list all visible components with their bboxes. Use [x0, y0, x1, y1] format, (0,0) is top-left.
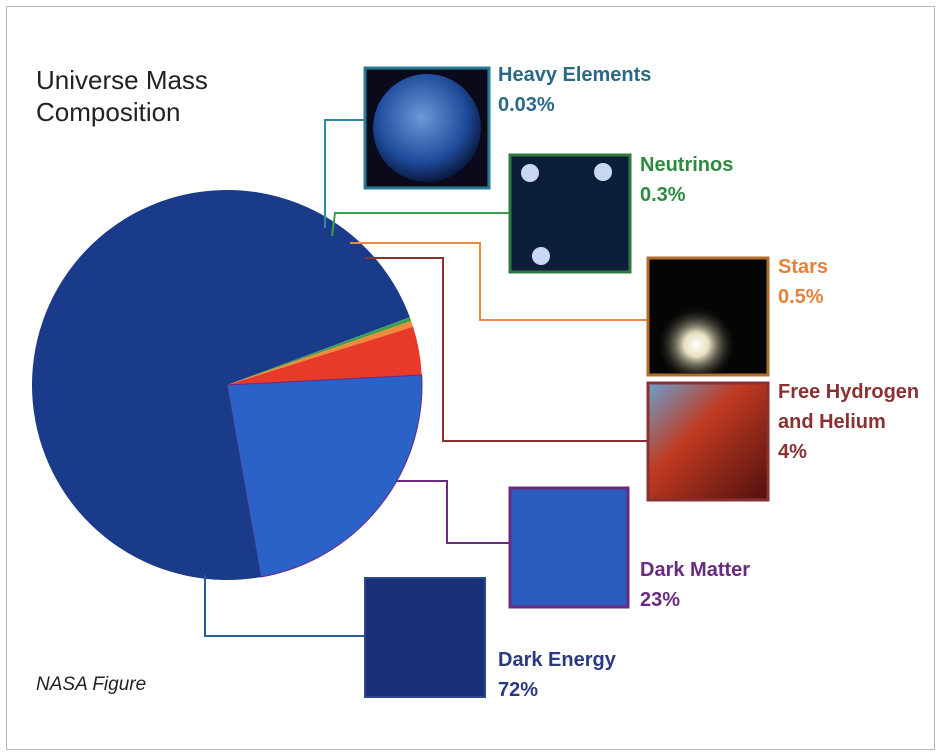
pie-slice	[31, 190, 410, 581]
footer: NASA Figure	[36, 674, 147, 695]
pie	[31, 190, 423, 581]
category-label: Dark Energy	[498, 649, 616, 671]
dark-energy-box	[364, 577, 486, 698]
value-label: 23%	[640, 589, 681, 611]
value-label: 0.03%	[498, 94, 555, 116]
neutrino	[532, 247, 550, 265]
connector	[350, 242, 648, 321]
pie-slice	[227, 326, 422, 385]
connector	[397, 480, 510, 544]
connector	[204, 575, 365, 637]
category-label: Stars	[778, 256, 829, 278]
nebula-box	[646, 381, 770, 502]
connector	[365, 257, 648, 442]
pie-slice	[227, 317, 412, 385]
category-label: Neutrinos	[640, 154, 734, 176]
neutrino	[521, 164, 539, 182]
earth	[373, 74, 481, 182]
connector	[331, 212, 510, 237]
frame	[6, 6, 935, 750]
pie-slice	[227, 320, 414, 385]
pie-slice	[227, 317, 410, 385]
label: Dark Energy 72%	[498, 645, 648, 705]
galaxy	[650, 260, 766, 373]
value-label: 4%	[778, 441, 807, 463]
label: Neutrinos 0.3%	[640, 150, 790, 210]
value-label: 0.5%	[778, 286, 824, 308]
chart-title: Universe Mass Composition	[36, 65, 208, 127]
connector	[324, 119, 365, 228]
label: Dark Matter 23%	[640, 555, 790, 615]
category-label: Free Hydrogen and Helium	[778, 381, 920, 433]
label: Heavy Elements 0.03%	[498, 60, 698, 120]
pie-slice	[226, 374, 423, 578]
category-label: Heavy Elements	[498, 64, 652, 86]
value-label: 72%	[498, 679, 539, 701]
dark-matter-box	[508, 486, 630, 609]
label: Free Hydrogen and Helium 4%	[778, 377, 943, 467]
category-label: Dark Matter	[640, 559, 751, 581]
value-label: 0.3%	[640, 184, 686, 206]
neutrino	[594, 163, 612, 181]
label: Stars 0.5%	[778, 252, 928, 312]
